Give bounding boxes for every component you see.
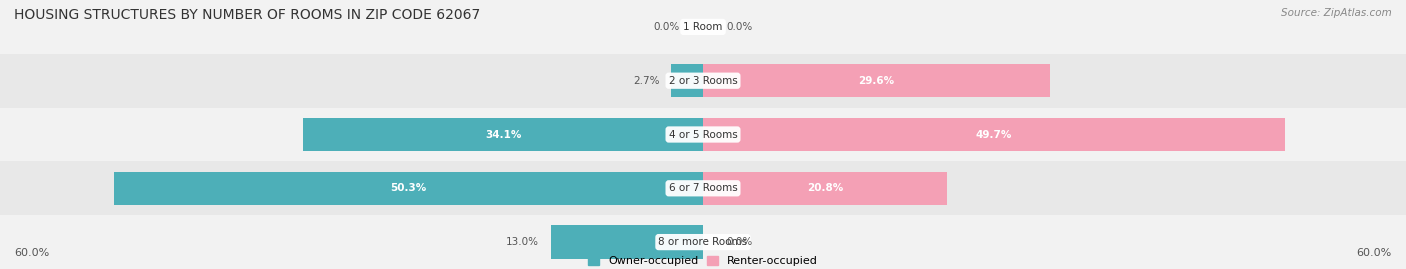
Text: 2 or 3 Rooms: 2 or 3 Rooms [669,76,737,86]
Text: 29.6%: 29.6% [858,76,894,86]
Text: HOUSING STRUCTURES BY NUMBER OF ROOMS IN ZIP CODE 62067: HOUSING STRUCTURES BY NUMBER OF ROOMS IN… [14,8,481,22]
Bar [703,64,1050,97]
Text: 50.3%: 50.3% [391,183,426,193]
Text: 1 Room: 1 Room [683,22,723,32]
Text: 8 or more Rooms: 8 or more Rooms [658,237,748,247]
Text: 60.0%: 60.0% [14,248,49,258]
Bar [672,64,703,97]
Bar [0,54,1406,108]
Bar [703,118,1285,151]
Text: 13.0%: 13.0% [506,237,538,247]
Text: 60.0%: 60.0% [1357,248,1392,258]
Text: Source: ZipAtlas.com: Source: ZipAtlas.com [1281,8,1392,18]
Text: 20.8%: 20.8% [807,183,844,193]
Bar [0,161,1406,215]
Bar [551,225,703,259]
Text: 4 or 5 Rooms: 4 or 5 Rooms [669,129,737,140]
Bar [0,215,1406,269]
Text: 49.7%: 49.7% [976,129,1012,140]
Text: 0.0%: 0.0% [727,237,752,247]
Bar [304,118,703,151]
Bar [114,172,703,205]
Text: 0.0%: 0.0% [654,22,679,32]
Text: 2.7%: 2.7% [633,76,659,86]
Text: 6 or 7 Rooms: 6 or 7 Rooms [669,183,737,193]
Bar [703,172,946,205]
Bar [0,108,1406,161]
Text: 34.1%: 34.1% [485,129,522,140]
Legend: Owner-occupied, Renter-occupied: Owner-occupied, Renter-occupied [588,256,818,266]
Text: 0.0%: 0.0% [727,22,752,32]
Bar [0,0,1406,54]
